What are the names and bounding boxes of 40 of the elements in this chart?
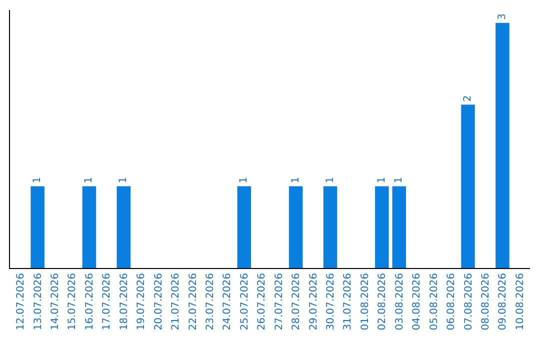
data-label: 1 (238, 176, 250, 184)
x-tick-label: 17.07.2026 (102, 273, 113, 330)
x-tick-label: 07.08.2026 (463, 273, 474, 330)
x-tick-label: 21.07.2026 (170, 273, 182, 330)
x-tick-label: 13.07.2026 (32, 273, 44, 330)
x-tick-label: 23.07.2026 (204, 273, 216, 330)
x-tick-label: 29.07.2026 (308, 273, 320, 330)
data-label: 1 (84, 176, 95, 184)
data-label: 2 (462, 95, 474, 102)
data-label: 1 (394, 176, 405, 184)
x-tick-label: 24.07.2026 (222, 273, 234, 330)
x-tick-label: 25.07.2026 (239, 273, 250, 330)
x-tick-label: 28.07.2026 (291, 273, 302, 330)
data-label: 1 (118, 176, 130, 184)
x-tick-label: 26.07.2026 (256, 273, 268, 330)
x-tick-label: 09.08.2026 (498, 273, 509, 330)
x-tick-label: 03.08.2026 (394, 273, 406, 330)
x-tick-label: 27.07.2026 (274, 273, 285, 330)
x-tick-label: 14.07.2026 (50, 273, 62, 330)
x-tick-label: 06.08.2026 (446, 273, 458, 330)
x-tick-label: 30.07.2026 (326, 273, 337, 330)
x-tick-label: 01.08.2026 (360, 273, 371, 330)
x-tick-label: 10.08.2026 (514, 273, 526, 330)
x-tick-label: 04.08.2026 (412, 273, 423, 330)
x-tick-label: 22.07.2026 (188, 273, 199, 330)
x-tick-label: 31.07.2026 (342, 273, 354, 330)
x-tick-label: 16.07.2026 (84, 273, 96, 330)
x-tick-label: 08.08.2026 (480, 273, 492, 330)
data-label: 1 (376, 176, 388, 184)
x-tick-label: 15.07.2026 (67, 273, 78, 330)
x-tick-label: 19.07.2026 (136, 273, 148, 330)
data-label: 1 (324, 176, 336, 184)
x-tick-label: 20.07.2026 (153, 273, 164, 330)
x-tick-label: 02.08.2026 (377, 273, 388, 330)
x-tick-label: 05.08.2026 (428, 273, 440, 330)
data-label: 1 (290, 176, 302, 184)
x-tick-label: 18.07.2026 (118, 273, 130, 330)
data-label: 1 (32, 176, 44, 184)
x-tick-label: 12.07.2026 (16, 273, 27, 330)
data-label: 3 (496, 14, 508, 20)
